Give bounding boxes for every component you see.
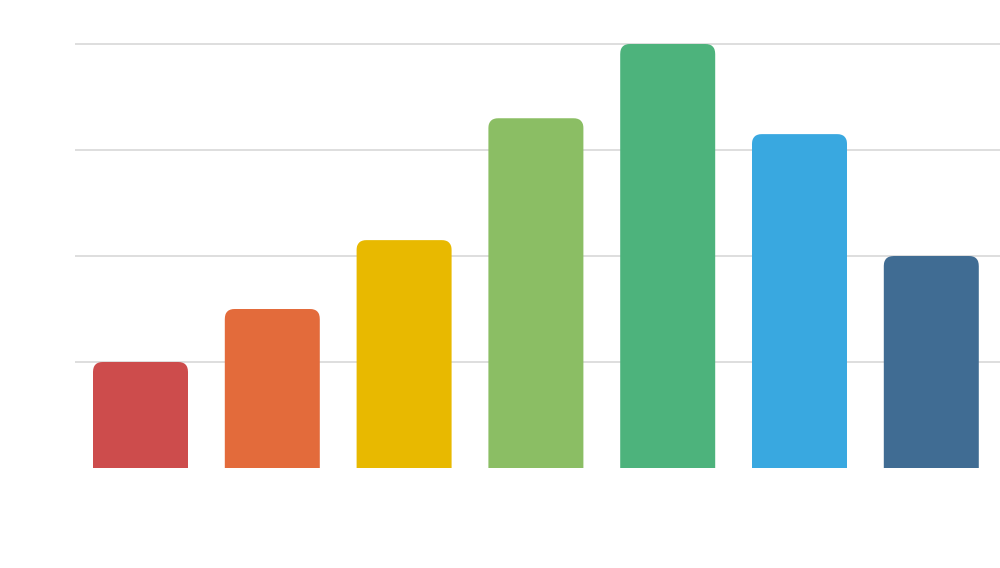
- bar-3: [356, 240, 452, 468]
- bar-7: [883, 256, 979, 468]
- bar-6: [752, 134, 847, 468]
- bar-4: [488, 118, 584, 468]
- bar-5: [620, 44, 716, 468]
- bar-2: [224, 309, 320, 468]
- bars: [93, 44, 979, 468]
- bar-1: [93, 362, 188, 468]
